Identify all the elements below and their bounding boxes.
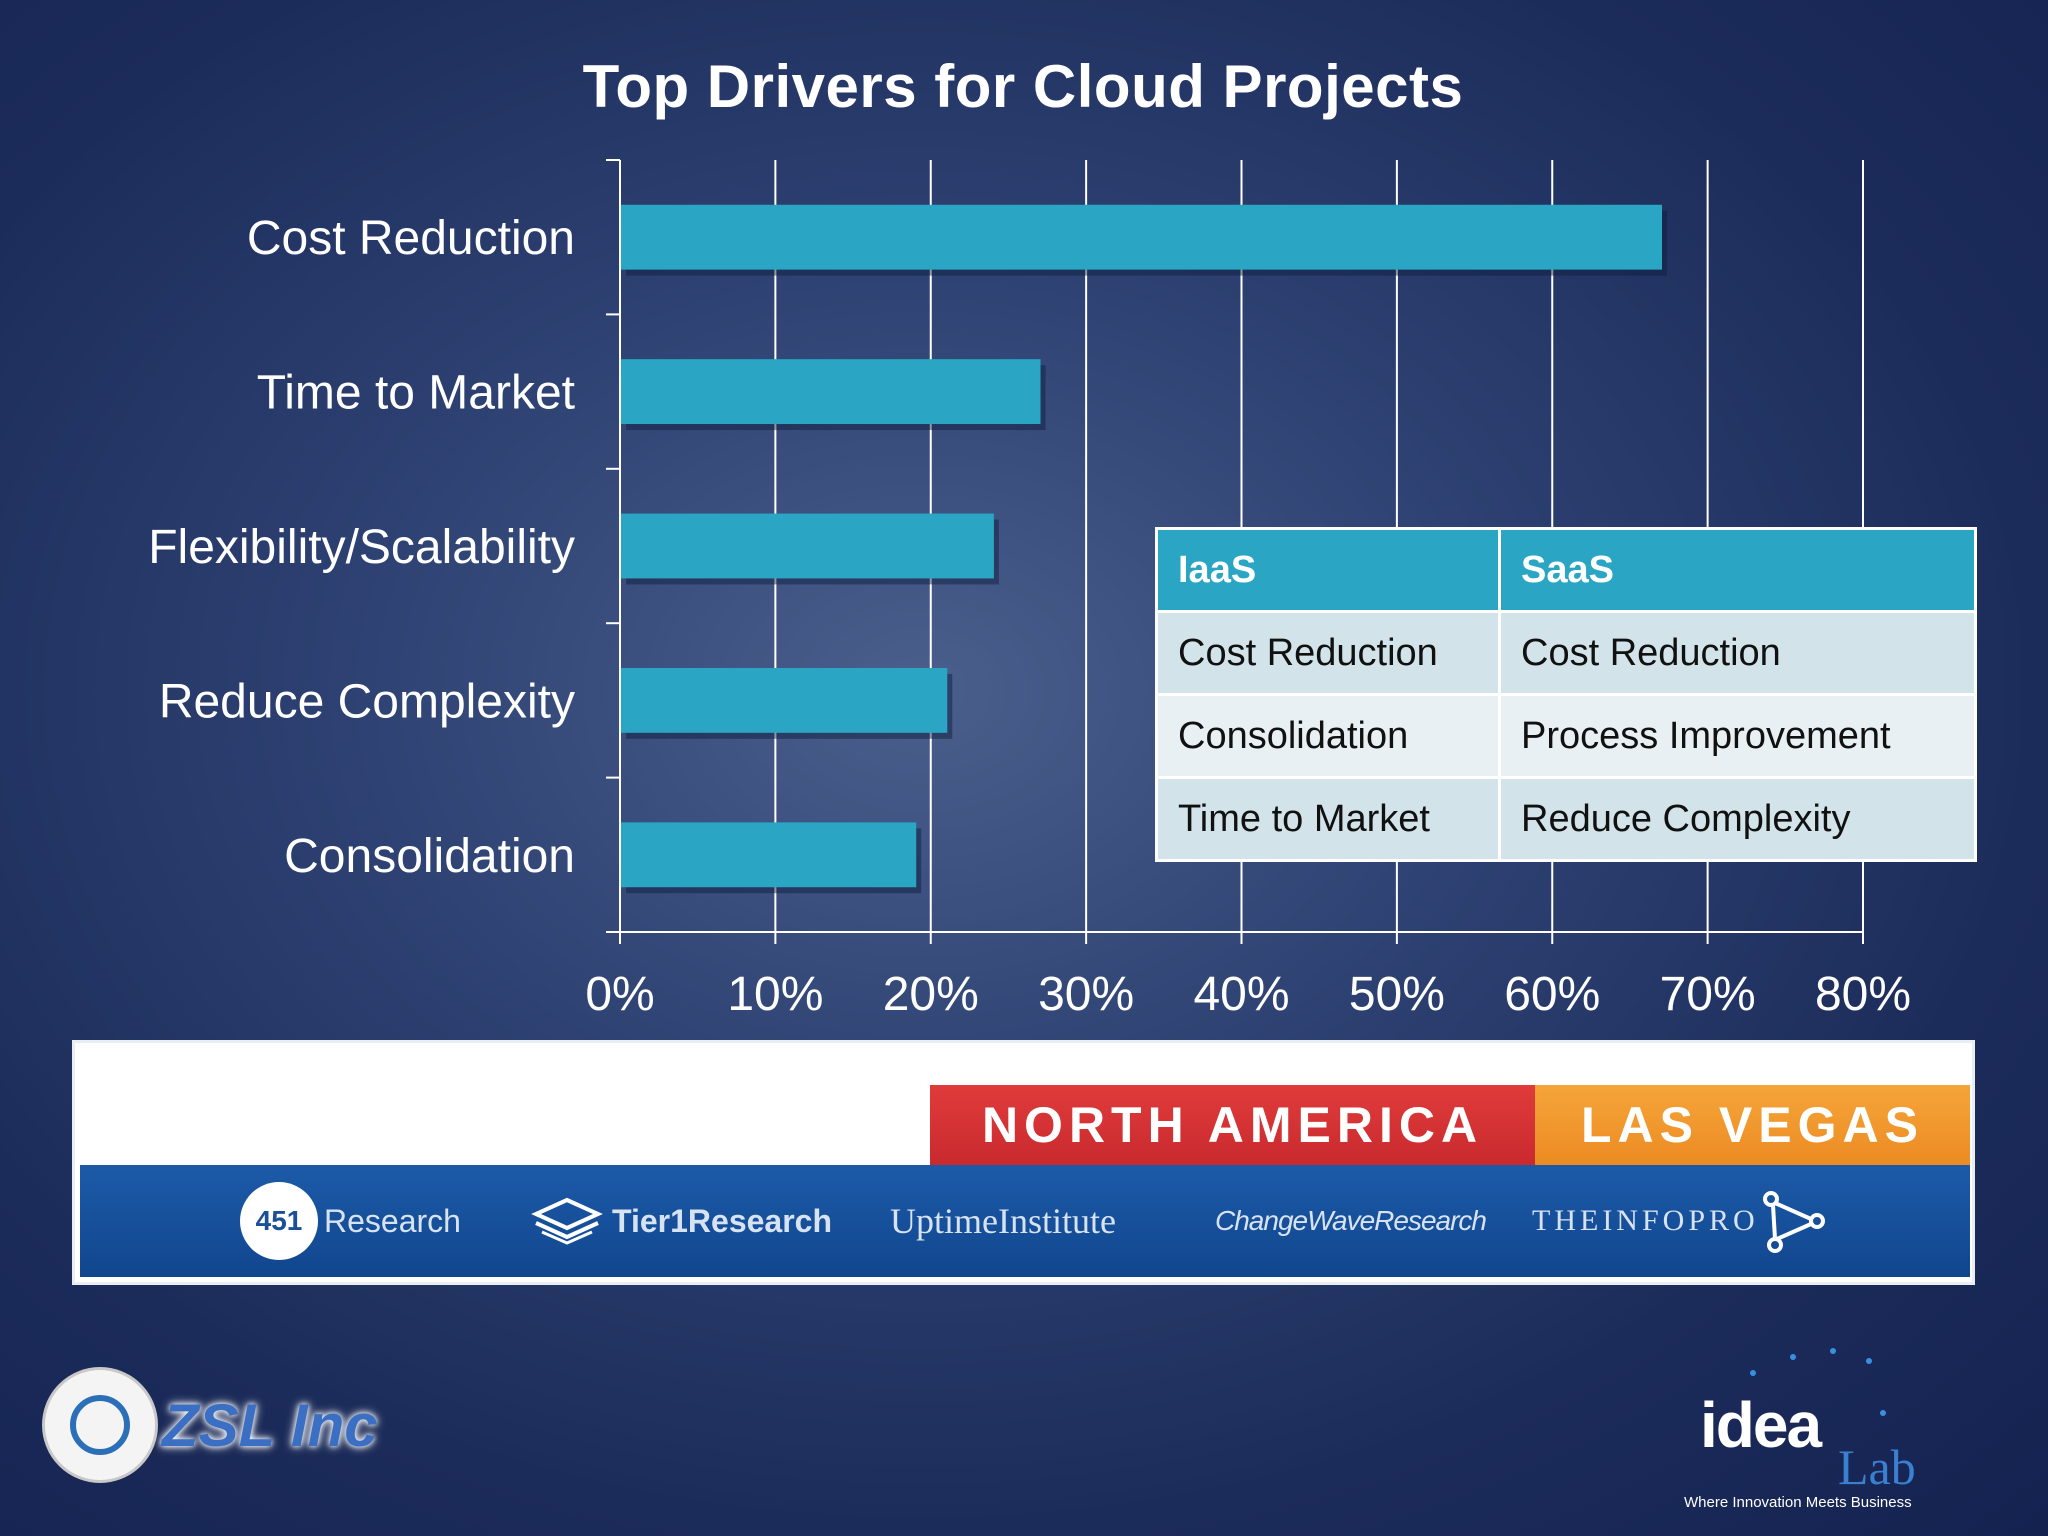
logo-theinfopro: THEINFOPRO	[1532, 1165, 1829, 1277]
logo-451-word: Research	[324, 1202, 461, 1239]
x-tick-label: 70%	[1660, 968, 1756, 1021]
x-tick-label: 10%	[727, 968, 823, 1021]
logo-451-research: 451 Research	[240, 1165, 461, 1277]
x-tick-label: 50%	[1349, 968, 1445, 1021]
table-header-saas: SaaS	[1498, 527, 1977, 613]
table-cell: Reduce Complexity	[1498, 776, 1977, 862]
table-row: Consolidation Process Improvement	[1155, 693, 1977, 779]
x-tick-label: 40%	[1193, 968, 1289, 1021]
idealab-tagline: Where Innovation Meets Business	[1684, 1494, 1912, 1511]
infopro-node-icon	[1762, 1191, 1825, 1253]
tier1-stack-icon	[531, 1197, 603, 1245]
bar	[621, 822, 917, 888]
x-tick-label: 60%	[1504, 968, 1600, 1021]
bar	[621, 204, 1663, 270]
category-label: Reduce Complexity	[159, 675, 575, 728]
table-cell: Cost Reduction	[1498, 610, 1977, 696]
city-band: LAS VEGAS	[1535, 1085, 1970, 1165]
logo-uptime-institute: UptimeInstitute	[890, 1201, 1116, 1241]
region-band: NORTH AMERICA	[930, 1085, 1535, 1165]
zsl-logo-text: ZSL Inc	[162, 1391, 378, 1459]
table-row: Time to Market Reduce Complexity	[1155, 776, 1977, 862]
idealab-idea-text: idea	[1700, 1389, 1822, 1461]
bar	[621, 359, 1041, 425]
bar	[621, 667, 948, 733]
logo-infopro-word: THEINFOPRO	[1532, 1204, 1759, 1237]
table-cell: Consolidation	[1155, 693, 1501, 779]
bar-chart: 0% 10% 20% 30% 40% 50% 60% 70% 80% Cost Reduction…	[148, 204, 1911, 1021]
x-tick-label: 30%	[1038, 968, 1134, 1021]
drivers-table: IaaS SaaS Cost Reduction Cost Reduction …	[1155, 527, 1977, 862]
x-tick-label: 80%	[1815, 968, 1911, 1021]
logo-changewave-research: ChangeWaveResearch	[1215, 1205, 1487, 1236]
table-cell: Time to Market	[1155, 776, 1501, 862]
logo-tier1-word: Tier1Research	[612, 1202, 832, 1239]
x-tick-label: 0%	[585, 968, 654, 1021]
x-tick-label: 20%	[883, 968, 979, 1021]
zsl-seal-icon	[42, 1367, 158, 1483]
logo-451-circle: 451	[240, 1182, 318, 1260]
category-label: Time to Market	[257, 367, 575, 420]
zsl-logo: ZSL Inc	[42, 1367, 378, 1483]
category-label: Consolidation	[284, 830, 575, 883]
category-label: Cost Reduction	[247, 212, 575, 265]
idealab-lab-text: Lab	[1838, 1439, 1916, 1495]
table-cell: Cost Reduction	[1155, 610, 1501, 696]
table-header-iaas: IaaS	[1155, 527, 1501, 613]
sponsor-logos-band: 451 Research Tier1Research UptimeInstitu…	[80, 1165, 1970, 1277]
table-row: Cost Reduction Cost Reduction	[1155, 610, 1977, 696]
chart-title: Top Drivers for Cloud Projects	[582, 53, 1464, 120]
logo-tier1-research: Tier1Research	[528, 1165, 832, 1277]
table-cell: Process Improvement	[1498, 693, 1977, 779]
idealab-logo: idea Lab Where Innovation Meets Business	[1680, 1340, 1940, 1520]
bar	[621, 513, 994, 579]
category-label: Flexibility/Scalability	[148, 521, 575, 574]
event-banner: NORTH AMERICA LAS VEGAS 451 Research Tie…	[72, 1040, 1975, 1285]
